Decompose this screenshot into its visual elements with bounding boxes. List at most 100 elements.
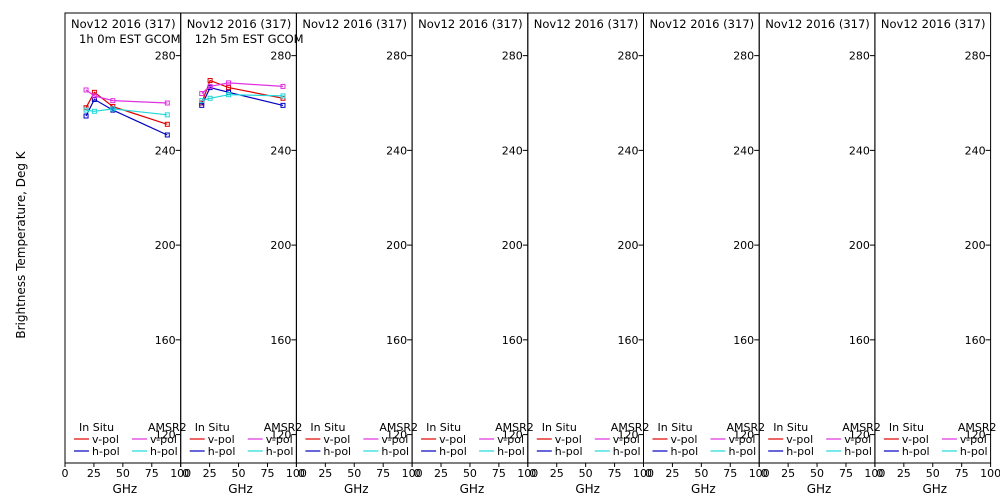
y-tick-label: 160	[965, 334, 986, 347]
legend-insitu-title: In Situ	[773, 421, 808, 434]
data-point	[91, 108, 97, 114]
panel-7: Nov12 2016 (317) 120 160 200 240 280 0 25 50 75 10…	[758, 12, 885, 496]
panel-title: Nov12 2016 (317)	[418, 17, 523, 31]
legend-label: h-pol	[786, 445, 814, 458]
data-point	[226, 85, 232, 91]
panel-subtitle: 1h 0m EST GCOM	[79, 32, 181, 46]
x-tick-label: 100	[517, 467, 538, 480]
y-tick-label: 240	[965, 144, 986, 157]
y-tick-label: 200	[618, 239, 639, 252]
x-tick-label: 25	[203, 467, 217, 480]
data-point	[199, 98, 205, 104]
legend-insitu-title: In Situ	[542, 421, 577, 434]
x-tick-label: 50	[810, 467, 824, 480]
legend-label: v-pol	[844, 433, 871, 446]
legend-label: v-pol	[208, 433, 235, 446]
legend-label: v-pol	[729, 433, 756, 446]
y-tick-label: 200	[155, 239, 176, 252]
legend-label: v-pol	[671, 433, 698, 446]
legend-insitu-title: In Situ	[310, 421, 345, 434]
data-point	[164, 121, 170, 127]
y-tick-label: 120	[618, 429, 639, 442]
series-line	[85, 89, 168, 104]
x-tick-label: 75	[260, 467, 274, 480]
x-tick-label: 0	[62, 467, 69, 480]
y-tick-label: 280	[502, 50, 523, 63]
data-point	[280, 102, 286, 108]
y-tick-label: 200	[849, 239, 870, 252]
legend-label: h-pol	[323, 445, 351, 458]
x-axis-label: GHz	[922, 482, 947, 496]
x-axis-label: GHz	[460, 482, 485, 496]
legend-label: v-pol	[92, 433, 119, 446]
legend-label: h-pol	[208, 445, 236, 458]
series-line	[85, 98, 168, 136]
legend-insitu-title: In Situ	[889, 421, 924, 434]
y-tick-label: 200	[502, 239, 523, 252]
x-tick-label: 25	[87, 467, 101, 480]
legend-label: h-pol	[497, 445, 525, 458]
panel-8: Nov12 2016 (317) 120 160 200 240 280 0 25 50 75 10…	[874, 12, 1000, 496]
x-axis-label: GHz	[575, 482, 600, 496]
x-tick-label: 0	[298, 467, 305, 480]
panels-group: Nov12 2016 (317) 1h 0m EST GCOM 120 160 200 2…	[62, 12, 1000, 496]
data-point	[110, 98, 116, 104]
y-axis-label: Brightness Temperature, Deg K	[14, 150, 28, 338]
panel-title: Nov12 2016 (317)	[302, 17, 407, 31]
x-tick-label: 100	[633, 467, 654, 480]
y-tick-label: 160	[849, 334, 870, 347]
x-tick-label: 100	[980, 467, 1000, 480]
x-tick-label: 100	[864, 467, 885, 480]
legend-label: h-pol	[729, 445, 757, 458]
legend-label: h-pol	[266, 445, 294, 458]
y-tick-label: 200	[386, 239, 407, 252]
legend-label: h-pol	[381, 445, 409, 458]
legend-label: h-pol	[844, 445, 872, 458]
panel-title: Nov12 2016 (317)	[187, 17, 292, 31]
legend-label: v-pol	[613, 433, 640, 446]
x-tick-label: 0	[761, 467, 768, 480]
legend-label: v-pol	[902, 433, 929, 446]
data-point	[226, 80, 232, 86]
legend-label: v-pol	[150, 433, 177, 446]
x-tick-label: 25	[665, 467, 679, 480]
y-tick-label: 240	[733, 144, 754, 157]
legend-label: v-pol	[555, 433, 582, 446]
y-tick-label: 120	[965, 429, 986, 442]
x-tick-label: 75	[723, 467, 737, 480]
panel-3: Nov12 2016 (317) 120 160 200 240 280 0 25 50 75 10…	[295, 12, 423, 496]
x-axis-label: GHz	[344, 482, 369, 496]
y-tick-label: 160	[502, 334, 523, 347]
data-point	[199, 91, 205, 97]
panel-title: Nov12 2016 (317)	[650, 17, 755, 31]
legend-amsr2-title: AMSR2	[611, 421, 650, 434]
data-point	[110, 106, 116, 112]
x-tick-label: 50	[579, 467, 593, 480]
data-point	[226, 92, 232, 98]
data-point	[91, 93, 97, 99]
x-tick-label: 0	[529, 467, 536, 480]
panel-title: Nov12 2016 (317)	[765, 17, 870, 31]
series-line	[201, 86, 284, 106]
x-axis-label: GHz	[691, 482, 716, 496]
y-tick-label: 120	[502, 429, 523, 442]
legend-label: h-pol	[439, 445, 467, 458]
legend-label: v-pol	[381, 433, 408, 446]
x-tick-label: 100	[402, 467, 423, 480]
x-tick-label: 25	[318, 467, 332, 480]
data-point	[207, 78, 213, 83]
panel-title: Nov12 2016 (317)	[534, 17, 639, 31]
x-tick-label: 0	[876, 467, 883, 480]
y-tick-label: 280	[849, 50, 870, 63]
legend-amsr2-title: AMSR2	[264, 421, 303, 434]
x-tick-label: 75	[376, 467, 390, 480]
panel-5: Nov12 2016 (317) 120 160 200 240 280 0 25 50 75 10…	[527, 12, 654, 496]
panel-4: Nov12 2016 (317) 120 160 200 240 280 0 25 50 75 10…	[411, 12, 538, 496]
x-tick-label: 0	[414, 467, 421, 480]
y-tick-label: 160	[618, 334, 639, 347]
data-point	[280, 93, 286, 99]
panel-title: Nov12 2016 (317)	[881, 17, 986, 31]
legend-label: h-pol	[92, 445, 120, 458]
y-tick-label: 280	[155, 50, 176, 63]
